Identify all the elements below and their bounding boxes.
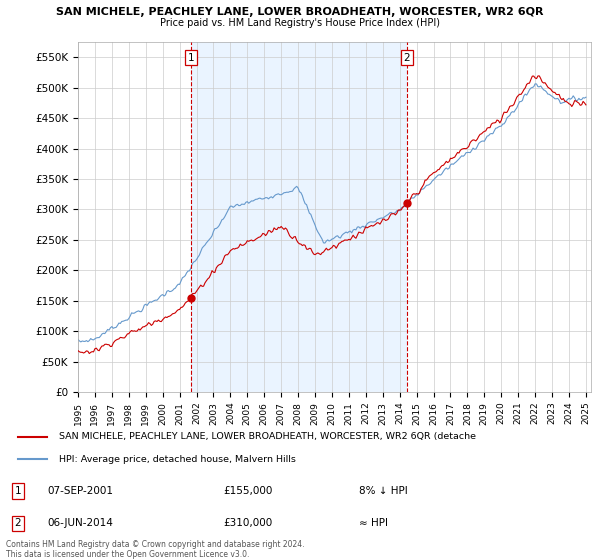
Bar: [191, 42, 407, 392]
Text: 1: 1: [14, 486, 21, 496]
Text: 07-SEP-2001: 07-SEP-2001: [47, 486, 113, 496]
Text: 2: 2: [14, 519, 21, 529]
Text: £155,000: £155,000: [224, 486, 273, 496]
Text: HPI: Average price, detached house, Malvern Hills: HPI: Average price, detached house, Malv…: [59, 455, 296, 464]
Text: £310,000: £310,000: [224, 519, 273, 529]
Text: 2: 2: [403, 53, 410, 63]
Text: 06-JUN-2014: 06-JUN-2014: [47, 519, 113, 529]
Text: 8% ↓ HPI: 8% ↓ HPI: [359, 486, 407, 496]
Text: Price paid vs. HM Land Registry's House Price Index (HPI): Price paid vs. HM Land Registry's House …: [160, 18, 440, 28]
Text: Contains HM Land Registry data © Crown copyright and database right 2024.
This d: Contains HM Land Registry data © Crown c…: [6, 540, 305, 559]
Text: ≈ HPI: ≈ HPI: [359, 519, 388, 529]
Text: SAN MICHELE, PEACHLEY LANE, LOWER BROADHEATH, WORCESTER, WR2 6QR (detache: SAN MICHELE, PEACHLEY LANE, LOWER BROADH…: [59, 432, 476, 441]
Text: 1: 1: [188, 53, 194, 63]
Text: SAN MICHELE, PEACHLEY LANE, LOWER BROADHEATH, WORCESTER, WR2 6QR: SAN MICHELE, PEACHLEY LANE, LOWER BROADH…: [56, 7, 544, 17]
